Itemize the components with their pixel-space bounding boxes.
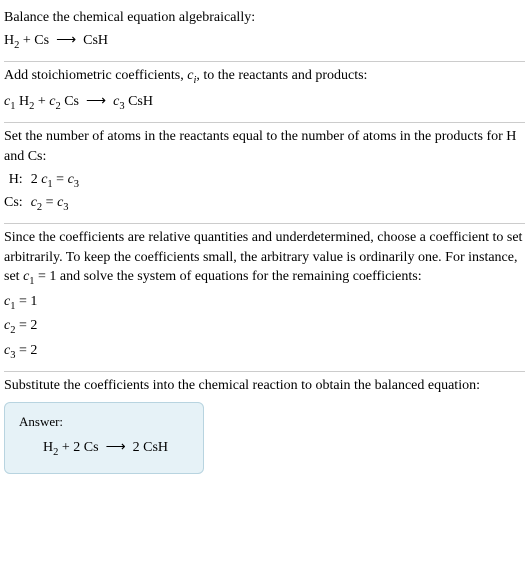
table-row: H: 2 c1 = c3: [4, 170, 85, 192]
section-balance: Balance the chemical equation algebraica…: [4, 4, 525, 61]
atom-equation: c2 = c3: [31, 193, 85, 215]
answer-equation: H2 + 2 Cs ⟶ 2 CsH: [43, 437, 189, 460]
equation: H2 + Cs ⟶ CsH: [4, 30, 525, 53]
table-row: Cs: c2 = c3: [4, 193, 85, 215]
section-title: Add stoichiometric coefficients, ci, to …: [4, 66, 525, 88]
coefficient: c1 = 1: [4, 292, 525, 314]
atom-label: Cs:: [4, 193, 31, 215]
answer-label: Answer:: [19, 413, 189, 431]
section-atoms: Set the number of atoms in the reactants…: [4, 123, 525, 223]
equation: c1 H2 + c2 Cs ⟶ c3 CsH: [4, 91, 525, 114]
section-solve: Since the coefficients are relative quan…: [4, 224, 525, 371]
section-title: Balance the chemical equation algebraica…: [4, 8, 525, 28]
section-substitute: Substitute the coefficients into the che…: [4, 372, 525, 481]
section-title: Substitute the coefficients into the che…: [4, 376, 525, 396]
answer-box: Answer: H2 + 2 Cs ⟶ 2 CsH: [4, 402, 204, 474]
atom-equations-table: H: 2 c1 = c3 Cs: c2 = c3: [4, 170, 85, 215]
section-title: Set the number of atoms in the reactants…: [4, 127, 525, 166]
coefficient: c3 = 2: [4, 341, 525, 363]
atom-equation: 2 c1 = c3: [31, 170, 85, 192]
section-stoichiometric: Add stoichiometric coefficients, ci, to …: [4, 62, 525, 122]
coefficient: c2 = 2: [4, 316, 525, 338]
text: Add stoichiometric coefficients,: [4, 68, 187, 83]
section-title: Since the coefficients are relative quan…: [4, 228, 525, 290]
atom-label: H:: [4, 170, 31, 192]
text: , to the reactants and products:: [196, 68, 367, 83]
